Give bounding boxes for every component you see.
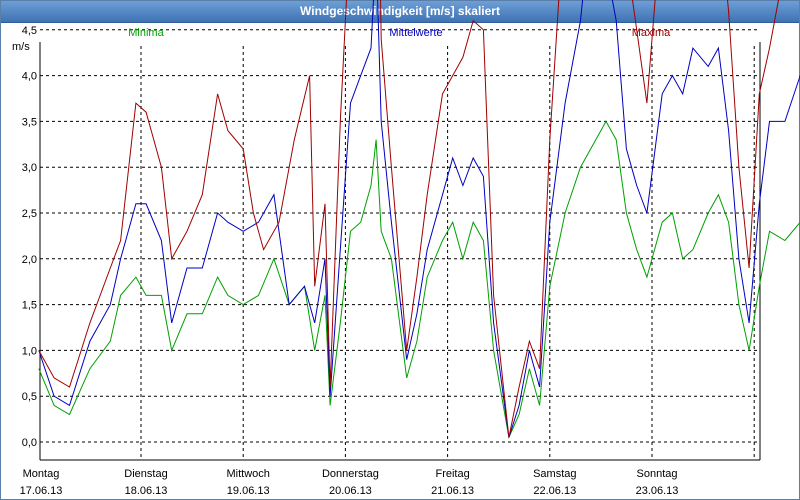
x-date-label: 23.06.13 [636,485,679,497]
legend-entry-mittelwerte: Mittelwerte [389,27,442,39]
y-tick-label: 1,0 [22,345,37,357]
x-date-label: 22.06.13 [533,485,576,497]
legend-entry-maxima: Maxima [632,27,671,39]
legend: Minima Mittelwerte Maxima [128,27,671,39]
x-date-label: 17.06.13 [20,485,63,497]
title-bar: Windgeschwindigkeit [m/s] skaliert [1,1,799,23]
series-line-maxima [38,0,779,438]
axes [39,42,761,461]
legend-entry-minima: Minima [128,27,164,39]
series-line-minima [38,120,800,440]
series-line-mittelwerte [38,0,800,438]
axis-labels: 0,00,51,01,52,02,53,03,54,04,55,05,56,06… [12,25,679,497]
y-tick-label: 2,5 [22,208,37,220]
window-title: Windgeschwindigkeit [m/s] skaliert [300,4,500,18]
x-day-label: Freitag [435,468,469,480]
x-day-label: Samstag [533,468,576,480]
y-tick-label: 1,5 [22,300,37,312]
y-tick-label: 0,5 [22,391,37,403]
y-tick-label: 0,0 [22,437,37,449]
y-tick-label: 3,0 [22,162,37,174]
x-day-label: Montag [23,468,60,480]
y-tick-label: 4,0 [22,71,37,83]
y-tick-label: 3,5 [22,116,37,128]
x-day-label: Mittwoch [226,468,269,480]
data-series [38,0,800,440]
x-day-label: Dienstag [124,468,167,480]
x-day-label: Sonntag [637,468,678,480]
y-tick-label: 2,0 [22,254,37,266]
x-date-label: 21.06.13 [431,485,474,497]
y-tick-label: 4,5 [22,25,37,37]
x-date-label: 19.06.13 [227,485,270,497]
grid-lines [40,29,760,460]
y-axis-unit-label: m/s [12,41,30,53]
x-date-label: 18.06.13 [125,485,168,497]
x-day-label: Donnerstag [322,468,379,480]
x-date-label: 20.06.13 [329,485,372,497]
